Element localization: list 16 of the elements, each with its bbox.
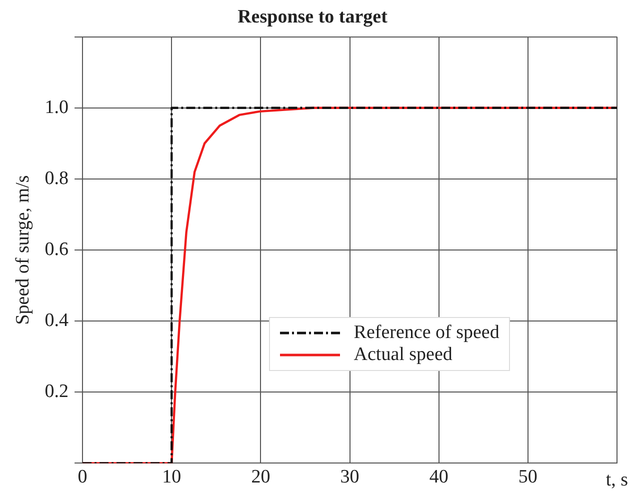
y-tick-label: 1.0 [44, 96, 69, 118]
x-tick-label: 40 [429, 466, 448, 488]
x-tick-label: 10 [162, 466, 182, 488]
x-tick-label: 50 [518, 466, 538, 488]
x-axis-title: t, s [606, 470, 628, 491]
y-axis-title: Speed of surge, m/s [12, 175, 34, 325]
legend-label: Actual speed [354, 344, 452, 366]
y-tick-label: 0.8 [44, 168, 69, 189]
x-tick-label: 0 [78, 466, 88, 488]
y-tick-label: 0.6 [44, 238, 69, 260]
x-tick-label: 30 [340, 466, 360, 488]
legend-label: Reference of speed [354, 322, 500, 344]
y-tick-label: 0.2 [44, 381, 69, 402]
x-tick-label: 20 [251, 466, 270, 488]
chart-title: Response to target [238, 6, 388, 28]
y-tick-label: 0.4 [44, 310, 70, 332]
